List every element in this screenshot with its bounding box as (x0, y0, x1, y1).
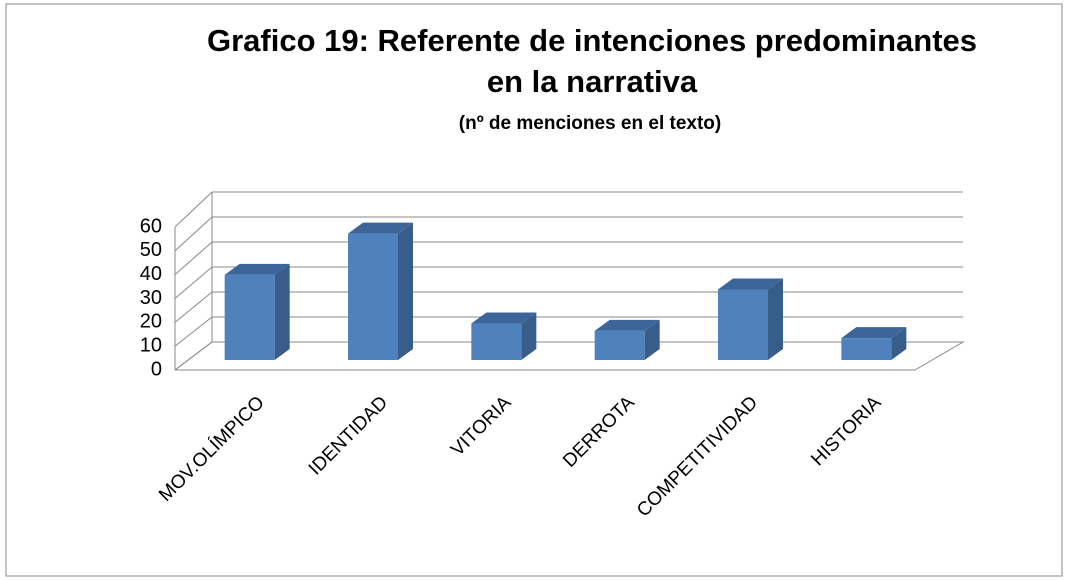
chart-border (5, 3, 1063, 577)
bar (471, 323, 522, 360)
bar-side (521, 312, 537, 360)
bar-top (841, 327, 907, 339)
bar-top (224, 263, 290, 275)
chart-title: Grafico 19: Referente de intenciones pre… (207, 23, 977, 58)
y-tick-label: 60 (140, 215, 162, 237)
y-tick-label: 40 (140, 263, 162, 285)
y-tick-label: 30 (140, 287, 162, 309)
grid-line (174, 316, 213, 347)
bar-side (644, 319, 660, 360)
grid-line (174, 341, 213, 371)
grid-line (174, 291, 213, 323)
grid-line (174, 216, 213, 252)
grid-line (174, 241, 213, 276)
grid-line (174, 191, 213, 228)
bar-side (891, 327, 907, 360)
bar-top (471, 312, 537, 324)
bar (224, 274, 275, 360)
bar-side (398, 222, 413, 360)
bar-side (768, 278, 783, 360)
bar (594, 330, 645, 360)
bar-top (594, 319, 660, 331)
chart-title: en la narrativa (487, 64, 698, 99)
y-tick-label: 50 (140, 239, 162, 261)
bar-top (348, 222, 413, 234)
bar (348, 233, 398, 360)
bar (718, 289, 768, 360)
grid-line (174, 266, 213, 299)
bar-top (718, 278, 783, 290)
y-tick-label: 20 (140, 311, 162, 333)
bar (841, 338, 892, 360)
chart-subtitle: (nº de menciones en el texto) (459, 113, 721, 134)
y-tick-label: 0 (151, 358, 162, 380)
bar-side (274, 263, 290, 360)
y-tick-label: 10 (140, 334, 162, 356)
